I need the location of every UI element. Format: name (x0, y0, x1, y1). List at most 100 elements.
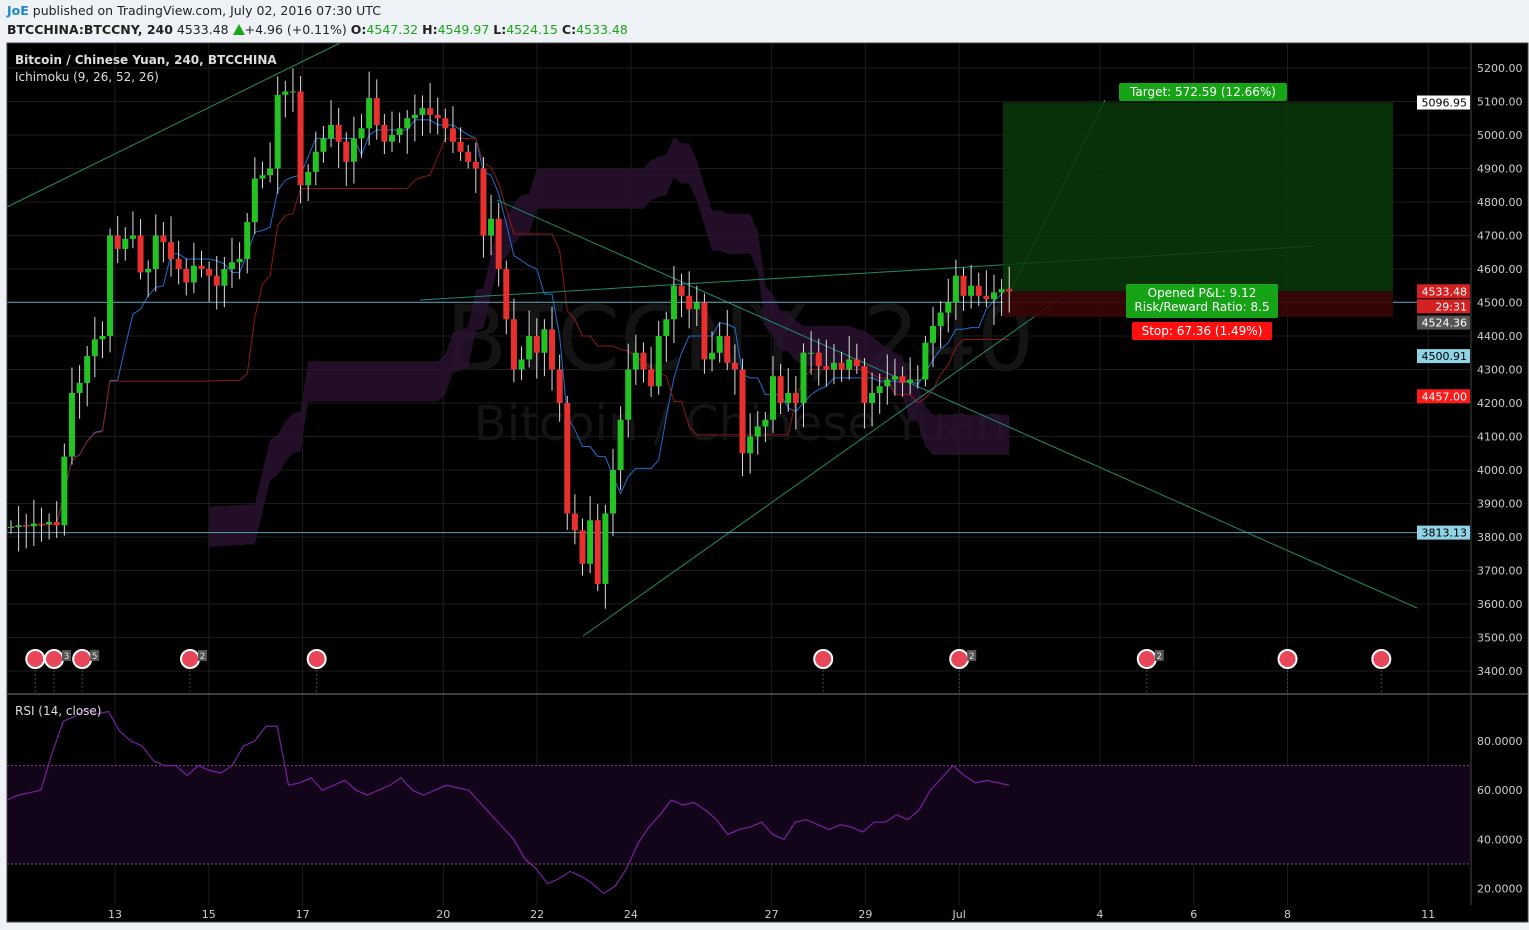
candle (228, 237, 235, 289)
candle-body (678, 285, 685, 296)
up-arrow-icon (232, 24, 245, 35)
candle (427, 83, 434, 134)
candle (190, 242, 197, 294)
economic-event[interactable]: 2 (949, 649, 977, 692)
candle-body (305, 171, 312, 186)
pnl-label-text: Risk/Reward Ratio: 8.5 (1134, 300, 1269, 314)
target-label-bg (1119, 83, 1287, 101)
time-tick-label: 4 (1096, 908, 1103, 921)
candle (495, 202, 502, 287)
event-count-badge (62, 650, 72, 661)
candle (533, 318, 540, 379)
candle (891, 358, 898, 396)
economic-event[interactable]: 2 (1136, 649, 1164, 692)
candle-body (472, 161, 479, 169)
economic-event[interactable]: 5 (72, 649, 100, 692)
chart-legend-title: Bitcoin / Chinese Yuan, 240, BTCCHINA (15, 53, 277, 67)
candle-body (609, 470, 616, 514)
candle-body (731, 362, 738, 370)
candle (53, 501, 60, 539)
price-axis-label: 4533.48 (1417, 284, 1470, 299)
candle (564, 395, 571, 530)
candle-body (830, 362, 837, 370)
candle-body (533, 336, 540, 353)
ichimoku-legend[interactable]: Ichimoku (9, 26, 52, 26) (15, 70, 159, 84)
price-axis (1471, 43, 1528, 905)
candle (541, 319, 548, 377)
china-flag-icon (72, 649, 93, 669)
candle (518, 346, 525, 380)
candle (122, 227, 129, 261)
event-count: 2 (969, 652, 975, 662)
candle (754, 411, 761, 455)
candle-body (876, 386, 883, 393)
time-tick-label: 11 (1421, 908, 1435, 921)
candle-body (274, 94, 281, 169)
candle-body (625, 369, 632, 420)
candle (434, 97, 441, 135)
candle-body (221, 269, 228, 286)
candle (686, 271, 693, 329)
economic-event[interactable] (1277, 649, 1298, 692)
candle (267, 142, 274, 183)
rsi-legend[interactable]: RSI (14, close) (15, 704, 102, 718)
candle (830, 344, 837, 385)
price-change: +4.96 (+0.11%) (244, 22, 347, 37)
candle-body (937, 312, 944, 326)
candle-body (335, 124, 342, 142)
candle (23, 513, 30, 549)
price-tick-label: 3800.00 (1477, 531, 1523, 544)
chart-border (6, 42, 1529, 923)
candle-body (152, 235, 159, 269)
economic-event[interactable]: 3 (44, 649, 72, 692)
stop-label-text: Stop: 67.36 (1.49%) (1142, 324, 1263, 338)
candle-body (693, 302, 700, 310)
author-link[interactable]: JoE (7, 3, 29, 18)
candle-body (724, 336, 731, 363)
candle (152, 214, 159, 292)
candle (648, 346, 655, 397)
candle (587, 496, 594, 574)
economic-event[interactable] (1371, 649, 1392, 692)
price-axis-label: 4524.36 (1417, 315, 1470, 330)
candle-body (168, 242, 175, 259)
candle-body (571, 513, 578, 531)
candle-body (343, 141, 350, 162)
candle (183, 258, 190, 296)
candle (15, 506, 22, 552)
symbol-name: BTCCHINA:BTCCNY, 240 (7, 22, 173, 37)
economic-event[interactable] (813, 649, 834, 692)
candle (503, 260, 510, 335)
candle-body (373, 98, 380, 125)
candle-body (823, 366, 830, 370)
candle (785, 368, 792, 412)
candle (107, 228, 114, 353)
candle-body (320, 138, 327, 152)
candle-body (952, 275, 959, 303)
candle-body (655, 336, 662, 387)
candle-body (289, 91, 296, 93)
candle (99, 321, 106, 359)
candle (328, 100, 335, 148)
candle (1006, 266, 1013, 313)
price-tick-label: 3400.00 (1477, 665, 1523, 678)
candle-body (358, 128, 365, 139)
candle-body (434, 114, 441, 119)
event-count: 2 (200, 652, 206, 662)
candle (655, 320, 662, 395)
candle (549, 306, 556, 391)
candle-body (46, 521, 53, 525)
candle (838, 351, 845, 382)
economic-event[interactable]: 2 (180, 649, 208, 692)
candle (617, 406, 624, 491)
high-value: 4549.97 (437, 22, 490, 37)
price-label-bg (1417, 299, 1470, 314)
economic-event[interactable] (306, 649, 327, 692)
candle (808, 330, 815, 375)
candle-body (792, 392, 799, 403)
candle-body (495, 218, 502, 269)
candle (145, 260, 152, 298)
rsi-tick-label: 20.0000 (1477, 883, 1523, 896)
